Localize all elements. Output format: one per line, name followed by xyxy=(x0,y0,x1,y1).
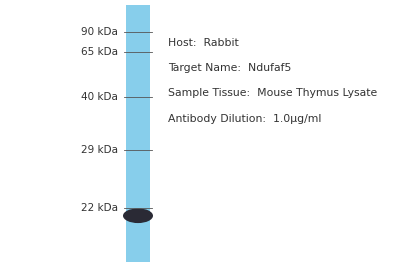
Text: 29 kDa: 29 kDa xyxy=(81,144,118,155)
Text: Sample Tissue:  Mouse Thymus Lysate: Sample Tissue: Mouse Thymus Lysate xyxy=(168,88,377,99)
Text: 65 kDa: 65 kDa xyxy=(81,47,118,57)
Text: Target Name:  Ndufaf5: Target Name: Ndufaf5 xyxy=(168,63,291,73)
Text: 90 kDa: 90 kDa xyxy=(81,26,118,37)
Ellipse shape xyxy=(123,209,153,223)
Text: 22 kDa: 22 kDa xyxy=(81,203,118,213)
Text: 40 kDa: 40 kDa xyxy=(81,92,118,103)
Text: Antibody Dilution:  1.0µg/ml: Antibody Dilution: 1.0µg/ml xyxy=(168,114,321,124)
Bar xyxy=(126,5,150,262)
Text: Host:  Rabbit: Host: Rabbit xyxy=(168,38,239,48)
